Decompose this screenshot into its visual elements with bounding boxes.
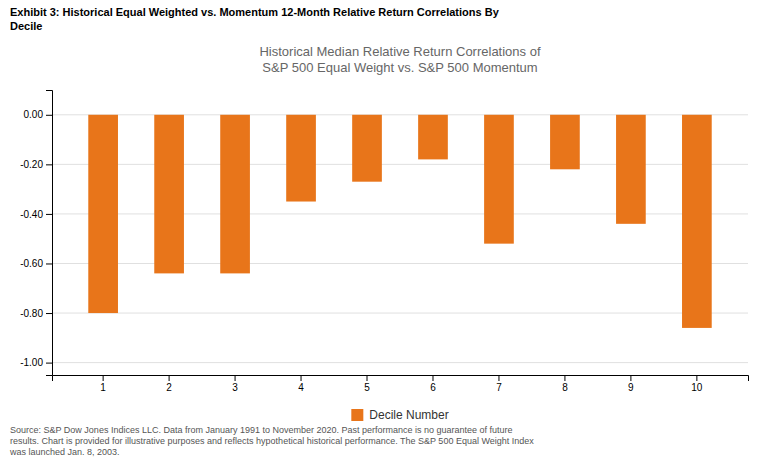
legend-swatch xyxy=(351,409,363,421)
tick-label: -0.80 xyxy=(20,308,43,319)
tick: 7 xyxy=(496,375,502,393)
subtitle: Historical Median Relative Return Correl… xyxy=(259,44,540,75)
tick: 3 xyxy=(232,375,238,393)
tick-mark xyxy=(432,375,433,381)
plot: 0.00 -0.20 -0.40 -0.60 -0.80 -1.00 1 2 3 4 5 6 7 8 9 10 xyxy=(20,91,748,394)
legend-label: Decile Number xyxy=(369,408,448,422)
title: Exhibit 3: Historical Equal Weighted vs.… xyxy=(10,6,500,32)
tick-mark xyxy=(169,375,170,381)
tick-mark xyxy=(103,375,104,381)
tick-mark xyxy=(630,375,631,381)
tick: 2 xyxy=(166,375,172,393)
tick: 9 xyxy=(628,375,634,393)
bar xyxy=(286,115,316,202)
bar xyxy=(616,115,646,224)
tick: -0.20 xyxy=(20,159,52,170)
tick-label: 9 xyxy=(628,382,634,393)
tick-label: -0.60 xyxy=(20,258,43,269)
tick: 1 xyxy=(100,375,106,393)
legend: Decile Number xyxy=(351,408,448,422)
bar xyxy=(352,115,382,182)
x-axis: 1 2 3 4 5 6 7 8 9 10 xyxy=(53,375,749,393)
text-line: Source: S&P Dow Jones Indices LLC. Data … xyxy=(10,425,513,435)
tick-mark xyxy=(46,313,52,314)
bar xyxy=(682,115,712,328)
tick-label: 4 xyxy=(298,382,304,393)
tick-mark xyxy=(46,214,52,215)
text-line: was launched Jan. 8, 2003. xyxy=(9,447,120,457)
bar xyxy=(220,115,250,274)
bar xyxy=(154,115,184,274)
bars xyxy=(88,115,711,328)
tick-label: -1.00 xyxy=(20,357,43,368)
tick: -1.00 xyxy=(20,357,52,368)
tick-mark xyxy=(46,164,52,165)
y-axis: 0.00 -0.20 -0.40 -0.60 -0.80 -1.00 xyxy=(20,91,52,376)
tick-mark xyxy=(46,363,52,364)
tick-mark xyxy=(235,375,236,381)
tick: -0.60 xyxy=(20,258,52,269)
tick-mark xyxy=(564,375,565,381)
tick-label: 2 xyxy=(166,382,172,393)
tick-label: 7 xyxy=(496,382,502,393)
tick-label: -0.20 xyxy=(20,159,43,170)
tick-label: 10 xyxy=(691,382,703,393)
tick-label: 5 xyxy=(364,382,370,393)
axis-line xyxy=(46,91,53,376)
tick: 6 xyxy=(430,375,436,393)
grid-line xyxy=(52,362,748,363)
tick-mark xyxy=(498,375,499,381)
grid xyxy=(52,115,748,363)
tick-label: 8 xyxy=(562,382,568,393)
bar xyxy=(484,115,514,244)
tick-label: -0.40 xyxy=(20,209,43,220)
tick-mark xyxy=(367,375,368,381)
text-line: Historical Median Relative Return Correl… xyxy=(259,44,540,59)
tick-label: 6 xyxy=(430,382,436,393)
tick-mark xyxy=(696,375,697,381)
tick: -0.80 xyxy=(20,308,52,319)
footnote: Source: S&P Dow Jones Indices LLC. Data … xyxy=(9,425,534,457)
grid-line xyxy=(52,313,748,314)
tick: 0.00 xyxy=(24,109,52,120)
axis-line xyxy=(53,376,749,382)
tick-label: 0.00 xyxy=(24,109,44,120)
text-line: Exhibit 3: Historical Equal Weighted vs.… xyxy=(10,6,500,18)
tick-mark xyxy=(46,263,52,264)
tick-label: 3 xyxy=(232,382,238,393)
tick-mark xyxy=(46,115,52,116)
tick: 8 xyxy=(562,375,568,393)
chart: Exhibit 3: Historical Equal Weighted vs.… xyxy=(0,0,768,463)
bar xyxy=(88,115,118,313)
bar xyxy=(550,115,580,170)
bar xyxy=(418,115,448,160)
tick: -0.40 xyxy=(20,209,52,220)
tick-label: 1 xyxy=(100,382,106,393)
tick: 5 xyxy=(364,375,370,393)
text-line: S&P 500 Equal Weight vs. S&P 500 Momentu… xyxy=(262,60,537,75)
text-line: Decile xyxy=(10,20,42,32)
tick: 10 xyxy=(691,375,703,393)
text-line: results. Chart is provided for illustrat… xyxy=(10,436,534,446)
tick: 4 xyxy=(298,375,304,393)
tick-mark xyxy=(301,375,302,381)
